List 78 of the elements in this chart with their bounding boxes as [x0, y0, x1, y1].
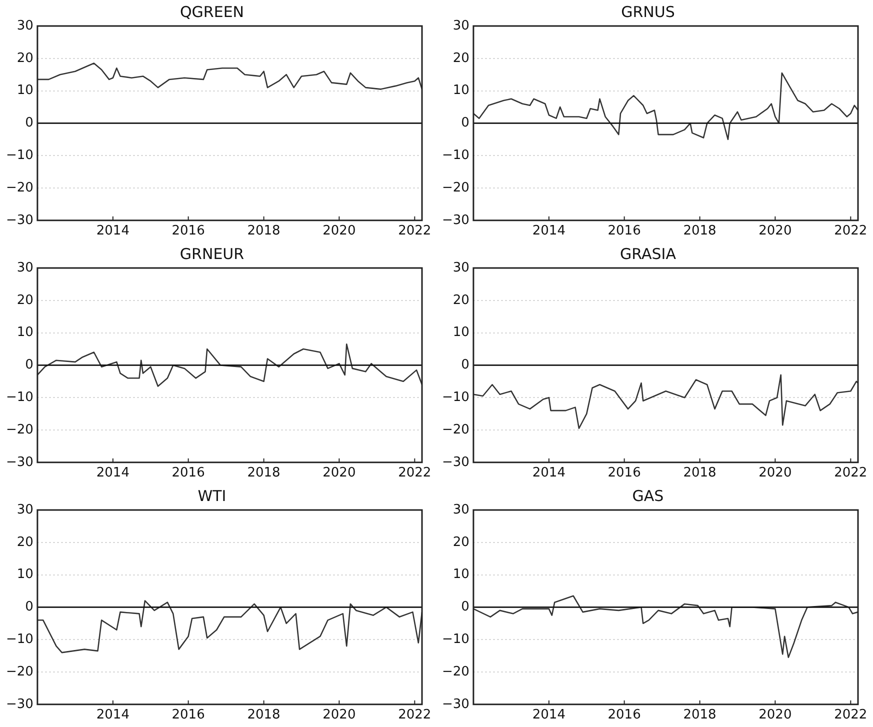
y-tick-label: 20 — [452, 534, 470, 550]
y-tick-label: −20 — [6, 180, 34, 196]
x-tick-label: 2016 — [608, 708, 641, 723]
y-tick-label: −10 — [6, 148, 34, 163]
y-tick-label: −10 — [442, 390, 470, 405]
y-tick-label: 20 — [16, 534, 34, 550]
x-tick-label: 2018 — [247, 466, 280, 481]
y-tick-label: 10 — [16, 83, 34, 98]
x-tick-label: 2020 — [758, 224, 792, 239]
y-tick-label: −30 — [6, 454, 34, 470]
y-tick-label: −30 — [442, 696, 470, 712]
x-tick-label: 2014 — [96, 466, 130, 481]
x-tick-label: 2022 — [398, 224, 432, 239]
chart-title: GRNEUR — [180, 244, 244, 263]
chart-title: GAS — [632, 486, 664, 505]
y-tick-label: −20 — [6, 664, 34, 680]
y-tick-label: 0 — [25, 116, 34, 131]
y-tick-label: 30 — [452, 502, 470, 518]
y-tick-label: 10 — [452, 325, 470, 340]
chart-title: WTI — [198, 486, 226, 505]
x-tick-label: 2018 — [683, 224, 716, 239]
y-tick-label: 10 — [16, 325, 34, 340]
y-tick-label: 10 — [16, 567, 34, 582]
y-tick-label: −20 — [442, 422, 470, 438]
y-tick-label: 10 — [452, 83, 470, 98]
y-tick-label: 20 — [16, 50, 34, 66]
x-tick-label: 2018 — [683, 708, 716, 723]
x-tick-label: 2018 — [683, 466, 716, 481]
y-tick-label: −10 — [442, 632, 470, 647]
x-tick-label: 2022 — [398, 466, 432, 481]
x-tick-label: 2016 — [608, 466, 641, 481]
x-tick-label: 2016 — [172, 708, 205, 723]
y-tick-label: −10 — [442, 148, 470, 163]
x-tick-label: 2022 — [834, 466, 868, 481]
x-tick-label: 2020 — [758, 708, 792, 723]
x-tick-label: 2020 — [322, 708, 356, 723]
x-tick-label: 2014 — [532, 708, 566, 723]
x-tick-label: 2016 — [608, 224, 641, 239]
y-tick-label: −30 — [442, 454, 470, 470]
y-tick-label: −30 — [6, 696, 34, 712]
y-tick-label: 0 — [25, 358, 34, 373]
chart-title: GRNUS — [621, 2, 675, 21]
y-tick-label: 10 — [452, 567, 470, 582]
y-tick-label: 0 — [461, 600, 470, 615]
y-tick-label: 0 — [461, 358, 470, 373]
x-tick-label: 2020 — [322, 224, 356, 239]
x-tick-label: 2014 — [532, 466, 566, 481]
y-tick-label: 20 — [452, 292, 470, 308]
y-tick-label: 30 — [452, 260, 470, 276]
y-tick-label: −20 — [6, 422, 34, 438]
x-tick-label: 2014 — [96, 224, 130, 239]
x-tick-label: 2018 — [247, 224, 280, 239]
y-tick-label: 20 — [452, 50, 470, 66]
x-tick-label: 2016 — [172, 466, 205, 481]
y-tick-label: −10 — [6, 390, 34, 405]
x-tick-label: 2016 — [172, 224, 205, 239]
chart-title: GRASIA — [620, 244, 677, 263]
y-tick-label: −30 — [442, 212, 470, 228]
x-tick-label: 2020 — [322, 466, 356, 481]
y-tick-label: −10 — [6, 632, 34, 647]
x-tick-label: 2022 — [398, 708, 432, 723]
y-tick-label: 0 — [461, 116, 470, 131]
y-tick-label: 30 — [16, 260, 34, 276]
y-tick-label: 30 — [16, 502, 34, 518]
y-tick-label: 30 — [452, 18, 470, 34]
chart-title: QGREEN — [180, 2, 244, 21]
x-tick-label: 2022 — [834, 708, 868, 723]
y-tick-label: −30 — [6, 212, 34, 228]
y-tick-label: 0 — [25, 600, 34, 615]
y-tick-label: −20 — [442, 664, 470, 680]
y-tick-label: 20 — [16, 292, 34, 308]
x-tick-label: 2018 — [247, 708, 280, 723]
x-tick-label: 2014 — [96, 708, 130, 723]
x-tick-label: 2020 — [758, 466, 792, 481]
x-tick-label: 2014 — [532, 224, 566, 239]
y-tick-label: 30 — [16, 18, 34, 34]
x-tick-label: 2022 — [834, 224, 868, 239]
y-tick-label: −20 — [442, 180, 470, 196]
